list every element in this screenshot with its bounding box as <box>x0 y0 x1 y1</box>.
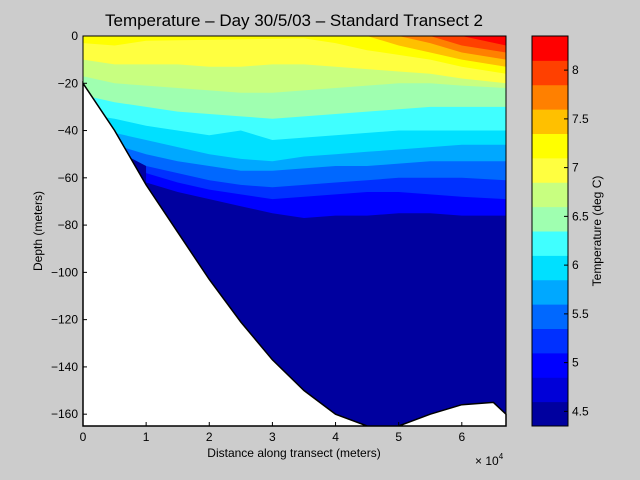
x-exponent-base: × 10 <box>475 454 499 468</box>
colorbar-bands <box>532 36 568 427</box>
x-tick-label: 4 <box>332 430 339 444</box>
y-tick-label: −160 <box>51 407 78 421</box>
colorbar-swatch <box>532 279 568 305</box>
y-tick-label: −20 <box>58 76 79 90</box>
y-tick-label: −40 <box>58 124 79 138</box>
colorbar-swatch <box>532 206 568 232</box>
colorbar-frame <box>531 35 569 427</box>
y-ticks: 0 −20 −40 −60 −80 −100 −120 −140 −160 <box>51 29 87 421</box>
colorbar-swatch <box>532 352 568 378</box>
colorbar-swatch <box>532 60 568 86</box>
colorbar-swatch <box>532 84 568 110</box>
x-axis-title: Distance along transect (meters) <box>207 446 380 460</box>
colorbar-tick-label: 6.5 <box>572 209 589 223</box>
contour-bands <box>83 36 506 218</box>
colorbar-tick-label: 5.5 <box>572 307 589 321</box>
colorbar-swatch <box>532 304 568 329</box>
colorbar-tick-label: 7.5 <box>572 112 589 126</box>
colorbar-label: Temperature (deg C) <box>590 176 604 287</box>
colorbar-swatch <box>532 157 568 183</box>
y-tick-label: −120 <box>51 313 78 327</box>
plot-area: 0 1 2 3 4 5 6 0 −20 −40 −60 −80 −100 −120 −140 −160 <box>51 29 507 444</box>
colorbar-swatch <box>532 36 568 61</box>
plot-frame <box>82 35 507 427</box>
y-tick-label: 0 <box>71 29 78 43</box>
x-tick-label: 5 <box>395 430 402 444</box>
chart-title: Temperature – Day 30/5/03 – Standard Tra… <box>105 11 483 30</box>
colorbar-tick-label: 8 <box>572 63 579 77</box>
x-tick-label: 6 <box>458 430 465 444</box>
y-tick-label: −80 <box>58 218 79 232</box>
y-tick-label: −60 <box>58 171 79 185</box>
x-ticks: 0 1 2 3 4 5 6 <box>80 422 465 444</box>
colorbar-swatch <box>532 133 568 159</box>
colorbar-tick-label: 7 <box>572 161 579 175</box>
colorbar-swatch <box>532 401 568 427</box>
colorbar-swatch <box>532 109 568 134</box>
x-tick-label: 3 <box>269 430 276 444</box>
y-axis-title: Depth (meters) <box>31 191 45 271</box>
x-tick-label: 2 <box>206 430 213 444</box>
colorbar-swatch <box>532 182 568 208</box>
y-tick-label: −100 <box>51 265 78 279</box>
colorbar-swatch <box>532 255 568 281</box>
colorbar: 4.5 5 5.5 6 6.5 7 7.5 8 <box>531 35 589 427</box>
colorbar-swatch <box>532 377 568 403</box>
x-axis-exponent: × 104 <box>475 452 504 468</box>
colorbar-tick-label: 4.5 <box>572 404 589 418</box>
x-exponent-power: 4 <box>499 452 504 461</box>
colorbar-ticks: 4.5 5 5.5 6 6.5 7 7.5 8 <box>564 63 589 418</box>
x-tick-label: 1 <box>143 430 150 444</box>
contour-band-8-1 <box>461 36 506 46</box>
colorbar-tick-label: 5 <box>572 356 579 370</box>
colorbar-swatch <box>532 231 568 256</box>
y-tick-label: −140 <box>51 360 78 374</box>
x-tick-label: 0 <box>80 430 87 444</box>
colorbar-swatch <box>532 328 568 354</box>
colorbar-tick-label: 6 <box>572 258 579 272</box>
